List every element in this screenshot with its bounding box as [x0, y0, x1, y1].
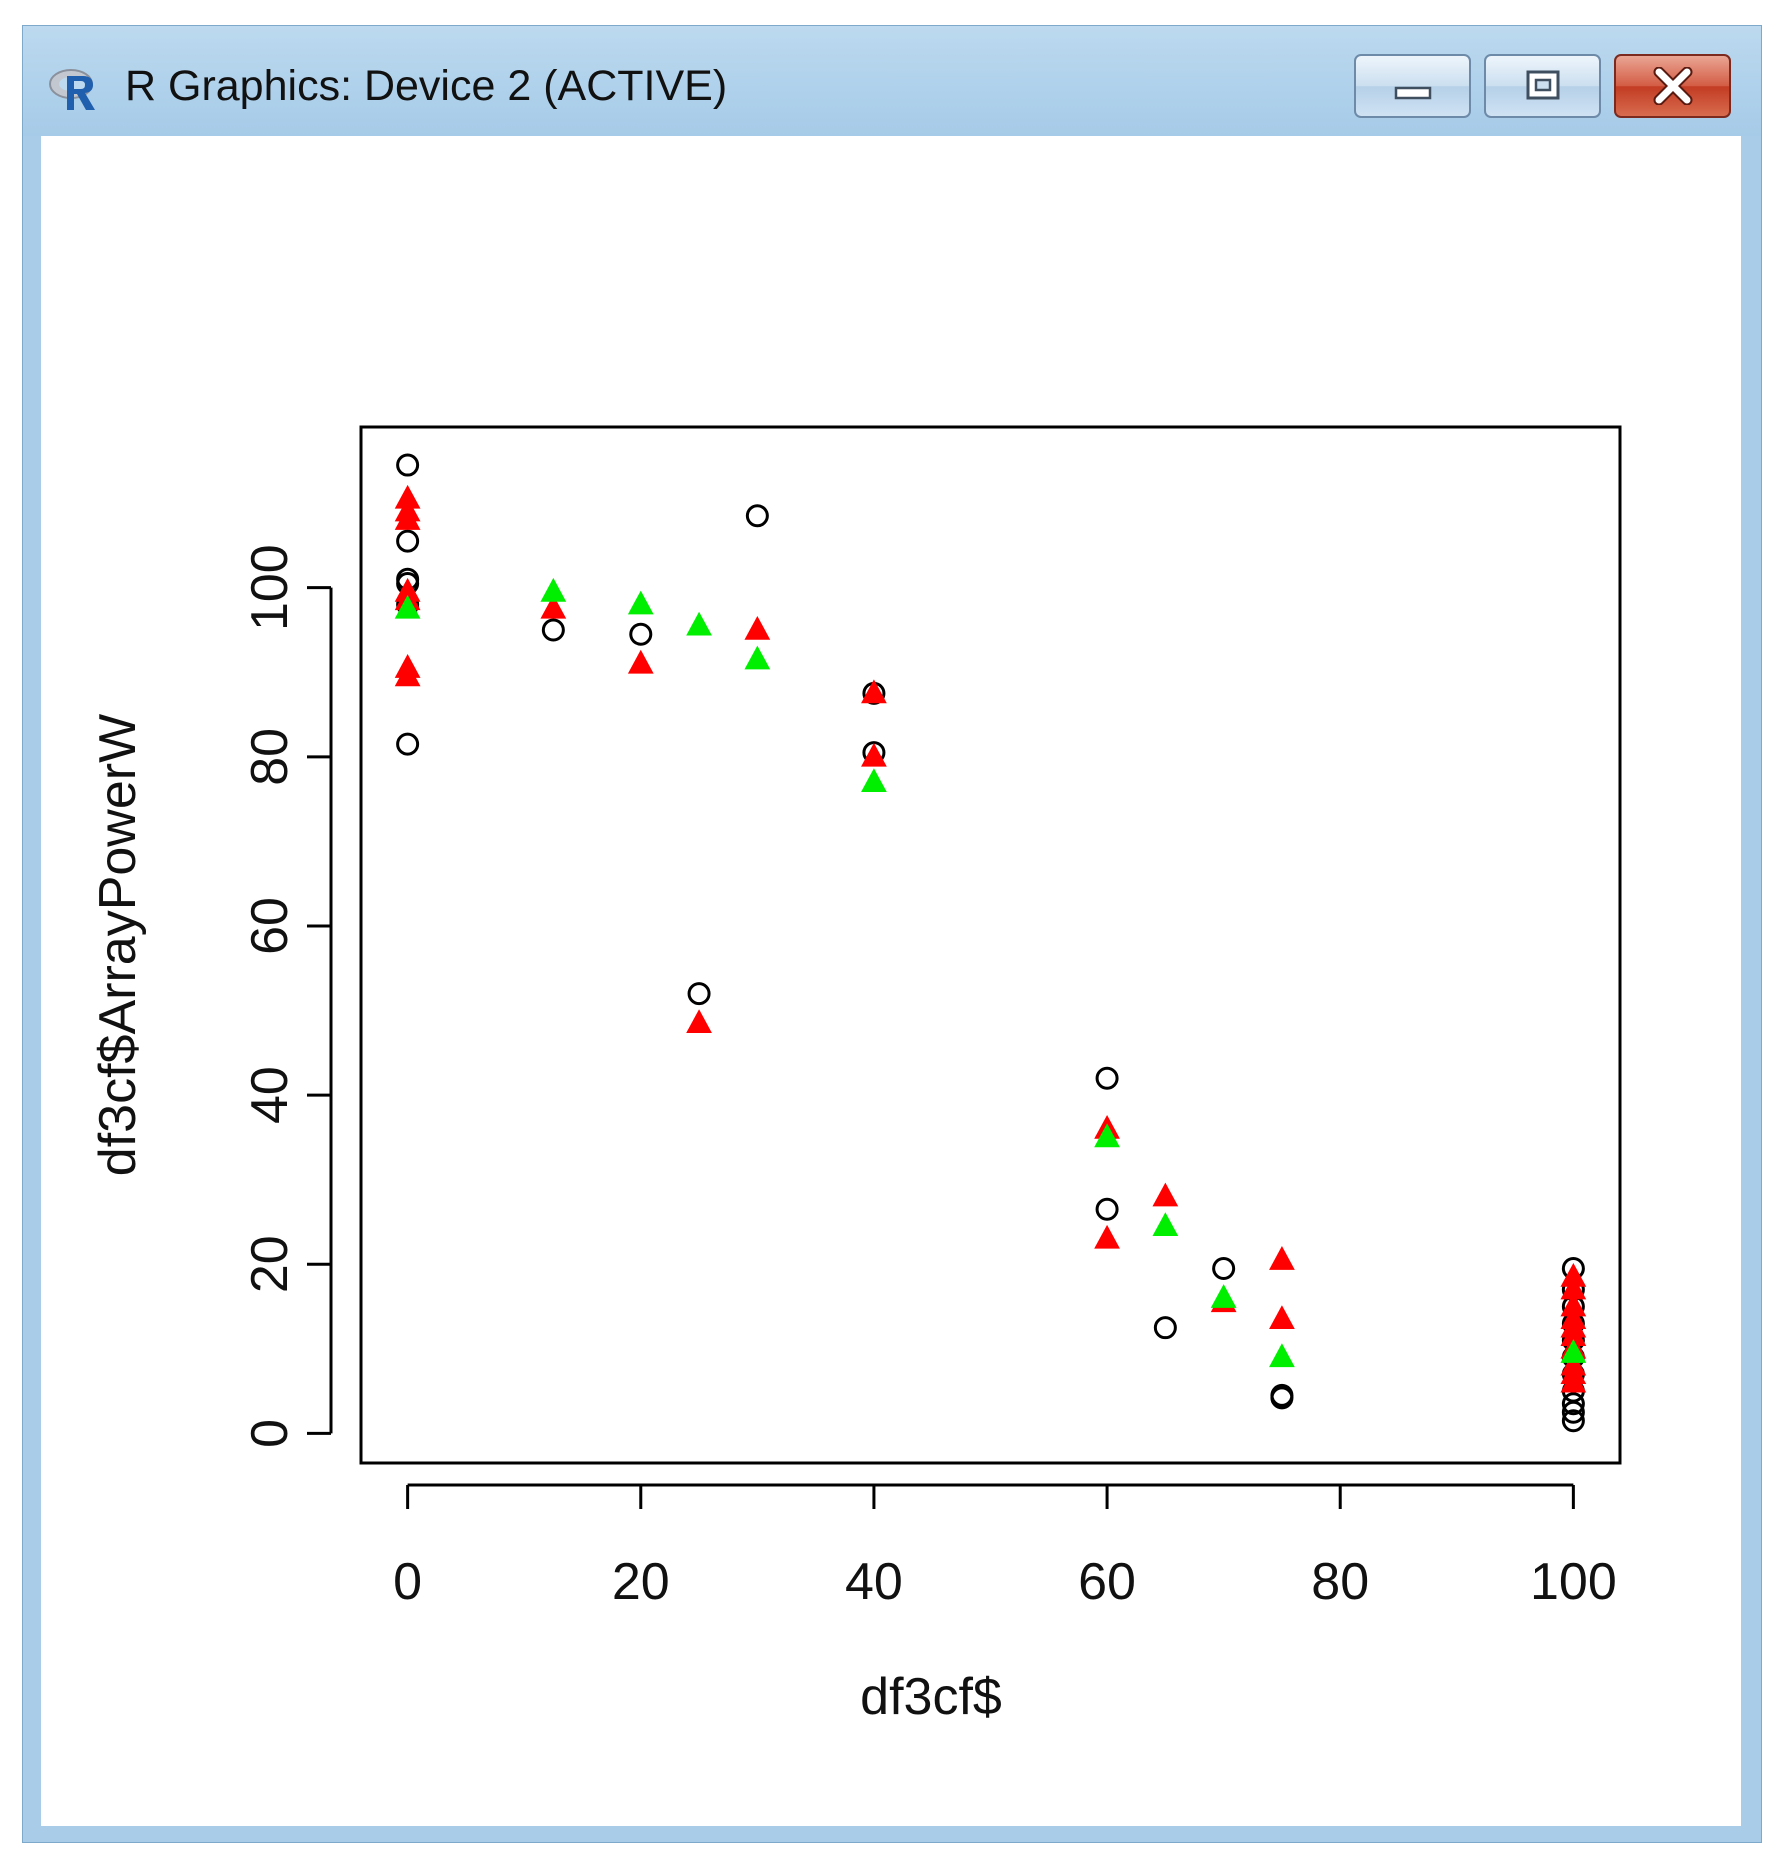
data-point [1095, 1197, 1119, 1221]
data-point [394, 662, 421, 687]
points-layer [394, 453, 1587, 1433]
y-tick-label: 100 [241, 544, 299, 631]
data-point [541, 618, 565, 642]
x-tick-label: 100 [1530, 1553, 1617, 1611]
data-point [861, 768, 887, 792]
data-point [1153, 1316, 1177, 1340]
data-point [1269, 1305, 1295, 1330]
data-point [396, 453, 420, 477]
data-point [686, 1009, 712, 1034]
scatter-plot: 0 20 40 60 80 100 0 20 40 60 80 100 df3cf$ df3cf$A… [89, 425, 1622, 1726]
x-axis-label: df3cf$ [860, 1668, 1002, 1726]
data-point [1094, 1224, 1120, 1249]
data-point [627, 590, 654, 615]
data-point [540, 577, 567, 602]
data-point [627, 649, 654, 674]
y-axis-label: df3cf$ArrayPowerW [89, 714, 147, 1176]
r-graphics-window: R Graphics: Device 2 (ACTIVE) 0 20 40 60 80 1… [22, 25, 1762, 1843]
x-axis: 0 20 40 60 80 100 [393, 1483, 1617, 1611]
data-point [1210, 1284, 1237, 1308]
data-point [861, 742, 887, 767]
window-title: R Graphics: Device 2 (ACTIVE) [125, 62, 728, 110]
y-tick-label: 0 [241, 1419, 299, 1448]
data-point [1560, 1275, 1587, 1300]
data-point [1270, 1386, 1294, 1410]
data-point [1269, 1343, 1295, 1368]
data-point [1560, 1262, 1587, 1287]
data-point [744, 615, 771, 640]
data-point [1560, 1292, 1587, 1317]
series-1 [396, 453, 1585, 1433]
data-point [629, 622, 653, 646]
data-point [687, 982, 711, 1006]
data-point [1269, 1246, 1295, 1270]
x-tick-label: 0 [393, 1553, 422, 1611]
x-tick-label: 40 [845, 1553, 903, 1611]
y-tick-label: 80 [241, 728, 299, 786]
r-logo-icon [49, 69, 95, 110]
data-point [1560, 1339, 1587, 1363]
minimize-button[interactable] [1354, 54, 1471, 118]
data-point [1560, 1368, 1587, 1393]
maximize-button[interactable] [1484, 54, 1601, 118]
data-point [1152, 1212, 1179, 1236]
data-point [1561, 1409, 1585, 1433]
x-tick-label: 20 [612, 1553, 670, 1611]
data-point [540, 594, 567, 619]
y-tick-label: 40 [241, 1066, 299, 1124]
maximize-icon [1526, 70, 1559, 100]
graphics-canvas: 0 20 40 60 80 100 0 20 40 60 80 100 df3cf$ df3cf$A… [41, 136, 1741, 1826]
minimize-icon [1394, 86, 1431, 100]
y-axis: 0 20 40 60 80 100 [241, 544, 333, 1448]
data-point [744, 645, 771, 670]
title-bar[interactable]: R Graphics: Device 2 (ACTIVE) [23, 26, 1761, 136]
y-tick-label: 20 [241, 1235, 299, 1293]
series-2 [394, 484, 1587, 1393]
data-point [686, 611, 712, 636]
data-point [394, 484, 421, 509]
x-tick-label: 80 [1311, 1553, 1369, 1611]
close-button[interactable] [1614, 54, 1731, 118]
data-point [1561, 1392, 1585, 1416]
data-point [1094, 1123, 1120, 1148]
plot-frame [359, 425, 1622, 1465]
data-point [861, 679, 887, 704]
data-point [745, 504, 769, 528]
data-point [1212, 1256, 1236, 1280]
data-point [394, 594, 421, 619]
data-point [1561, 1400, 1585, 1424]
data-point [394, 506, 421, 530]
data-point [396, 529, 420, 553]
data-point [396, 732, 420, 756]
series-3 [394, 577, 1587, 1368]
data-point [1560, 1322, 1587, 1346]
close-icon [1653, 67, 1692, 105]
data-point [1152, 1182, 1179, 1207]
data-point [1095, 1066, 1119, 1090]
y-tick-label: 60 [241, 897, 299, 955]
x-tick-label: 60 [1078, 1553, 1136, 1611]
